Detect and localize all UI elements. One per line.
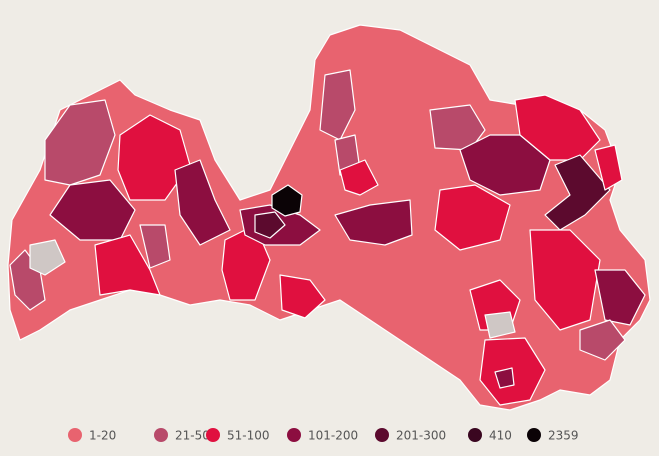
region <box>279 274 326 319</box>
legend-label: 410 <box>489 429 512 443</box>
region <box>334 199 413 246</box>
region <box>271 184 303 217</box>
region <box>514 94 601 161</box>
region <box>319 69 356 141</box>
region <box>254 211 286 239</box>
region <box>44 99 116 186</box>
legend-label: 21-50 <box>175 429 210 443</box>
legend-label: 51-100 <box>227 429 270 443</box>
region <box>494 367 515 389</box>
region <box>429 104 486 151</box>
legend-swatch <box>154 428 168 442</box>
region <box>544 154 611 231</box>
region <box>94 234 161 296</box>
region <box>434 184 511 251</box>
region <box>594 144 623 191</box>
legend-label: 101-200 <box>308 429 358 443</box>
legend-swatch <box>287 428 301 442</box>
legend-swatch <box>68 428 82 442</box>
latvia-map <box>7 24 651 411</box>
region <box>594 269 646 326</box>
region <box>139 224 171 269</box>
region <box>174 159 231 246</box>
legend-label: 2359 <box>548 429 579 443</box>
region <box>339 159 379 196</box>
region <box>49 179 136 241</box>
legend-swatch <box>206 428 220 442</box>
legend-swatch <box>527 428 541 442</box>
region <box>459 134 551 196</box>
no-data-region <box>484 311 516 339</box>
region <box>529 229 601 331</box>
legend-label: 1-20 <box>89 429 116 443</box>
legend-label: 201-300 <box>396 429 446 443</box>
no-data-region <box>29 239 66 276</box>
legend-swatch <box>375 428 389 442</box>
region <box>579 319 626 361</box>
legend-swatch <box>468 428 482 442</box>
legend: 1-20 21-50 51-100 101-200 201-300 410 2359 <box>68 428 579 443</box>
